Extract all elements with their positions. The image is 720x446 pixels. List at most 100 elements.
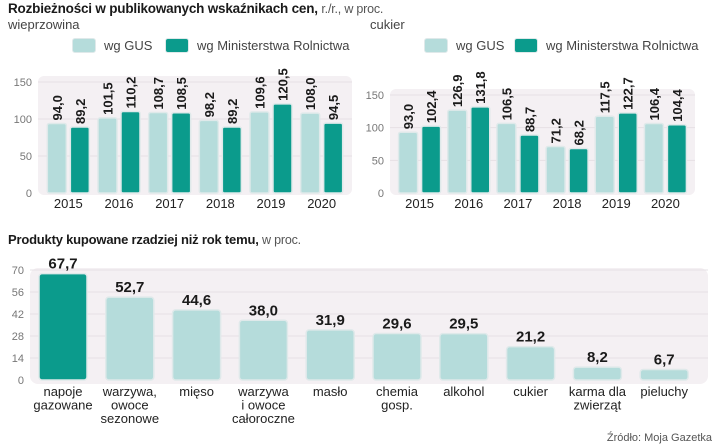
legend-label-gus: wg GUS <box>456 38 505 53</box>
bar-gus <box>496 122 517 194</box>
y-tick-label: 50 <box>20 151 32 163</box>
bar <box>171 309 222 381</box>
x-tick-label: warzywa, <box>102 384 157 399</box>
x-tick-label: 2019 <box>602 196 631 211</box>
data-label: 89,2 <box>73 99 88 124</box>
bar-ministry <box>272 103 293 194</box>
chart-pork: 0 50 100 150 94,0 89,2 2015 101,5 110,2 2016 108,7… <box>14 68 352 211</box>
data-label: 94,5 <box>326 95 341 120</box>
data-label: 102,4 <box>424 90 439 123</box>
y-tick-label: 150 <box>14 77 32 89</box>
x-tick-label: warzywa <box>237 384 289 399</box>
bar <box>38 272 88 381</box>
legend-gus: wg GUS <box>72 38 152 53</box>
x-tick-label: mięso <box>179 384 214 399</box>
data-label: 6,7 <box>654 351 675 368</box>
data-label: 126,9 <box>450 75 465 108</box>
bar <box>238 319 289 381</box>
bar-ministry <box>69 126 91 194</box>
bottom-title-units: w proc. <box>262 233 301 247</box>
legend-ministry-2: wg Ministerstwa Rolnictwa <box>514 38 698 53</box>
data-label: 106,5 <box>499 88 514 121</box>
y-tick-label: 28 <box>12 331 24 343</box>
y-tick-label: 0 <box>18 375 24 387</box>
x-tick-label: cukier <box>513 384 548 399</box>
x-tick-label: 2017 <box>503 196 532 211</box>
y-tick-label: 100 <box>14 114 32 126</box>
x-tick-label: sezonowe <box>101 411 160 426</box>
bar-gus <box>46 122 68 194</box>
page-title: Rozbieżności w publikowanych wskaźnikach… <box>8 1 383 16</box>
bar-ministry <box>519 134 540 194</box>
bar <box>105 296 155 381</box>
data-label: 108,0 <box>303 78 318 111</box>
data-label: 71,2 <box>549 118 564 143</box>
x-tick-label: alkohol <box>443 384 484 399</box>
x-tick-label: 2015 <box>405 196 434 211</box>
data-label: 88,7 <box>522 107 537 132</box>
x-tick-label: owoce <box>111 398 149 413</box>
bar-ministry <box>470 106 491 194</box>
bar-gus <box>299 112 321 194</box>
y-tick-label: 100 <box>366 123 384 135</box>
y-tick-label: 0 <box>26 188 32 200</box>
x-tick-label: gazowane <box>33 398 92 413</box>
bar-gus <box>97 117 118 194</box>
x-tick-label: 2018 <box>206 196 235 211</box>
chart-sugar: 0 50 100 150 93,0 102,4 2015 126,9 131,8 2016 106,… <box>366 71 695 211</box>
legend-label-ministry: wg Ministerstwa Rolnictwa <box>546 38 699 53</box>
legend-ministry: wg Ministerstwa Rolnictwa <box>165 38 349 53</box>
x-tick-label: zwierząt <box>574 398 622 413</box>
x-tick-label: 2018 <box>553 196 582 211</box>
bar-ministry <box>666 124 688 194</box>
x-tick-label: karma dla <box>569 384 627 399</box>
bottom-title-bold: Produkty kupowane rzadziej niż rok temu, <box>8 232 259 247</box>
data-label: 120,5 <box>276 68 291 101</box>
y-tick-label: 0 <box>378 188 384 200</box>
bar <box>505 345 556 381</box>
bar-ministry <box>568 147 589 194</box>
x-tick-label: masło <box>313 384 348 399</box>
legend-label-ministry: wg Ministerstwa Rolnictwa <box>197 38 350 53</box>
legend-swatch-ministry <box>165 38 189 53</box>
data-label: 94,0 <box>50 95 65 120</box>
data-label: 29,6 <box>382 315 411 332</box>
data-label: 131,8 <box>473 71 488 104</box>
bar-gus <box>447 109 468 194</box>
source-note: Źródło: Moja Gazetka <box>606 432 712 444</box>
legend-swatch-gus <box>424 38 448 53</box>
x-tick-label: całoroczne <box>232 411 295 426</box>
x-tick-label: 2015 <box>54 196 83 211</box>
data-label: 68,2 <box>572 120 587 145</box>
data-label: 98,2 <box>202 92 217 117</box>
data-label: 38,0 <box>249 302 278 319</box>
y-tick-label: 150 <box>366 90 384 102</box>
bar-gus <box>545 145 566 194</box>
x-tick-label: 2017 <box>155 196 184 211</box>
bar-gus <box>594 115 615 194</box>
y-tick-label: 50 <box>372 155 384 167</box>
data-label: 8,2 <box>587 349 608 366</box>
x-tick-label: 2019 <box>257 196 286 211</box>
bar-ministry <box>120 110 141 194</box>
bar <box>639 368 689 381</box>
bar-gus <box>249 111 270 194</box>
bar <box>305 329 355 381</box>
bar <box>572 366 623 381</box>
bar-gus <box>198 119 220 194</box>
bar-gus <box>397 131 419 194</box>
data-label: 104,4 <box>670 88 685 121</box>
x-tick-label: 2016 <box>454 196 483 211</box>
x-tick-label: pieluchy <box>640 384 688 399</box>
x-tick-label: gosp. <box>381 398 413 413</box>
data-label: 21,2 <box>516 329 545 346</box>
legend-swatch-gus <box>72 38 96 53</box>
bar-ministry <box>322 122 344 194</box>
data-label: 108,5 <box>174 77 189 110</box>
y-tick-label: 56 <box>12 287 24 299</box>
data-label: 106,4 <box>647 87 662 120</box>
x-tick-label: chemia <box>376 384 419 399</box>
title-bold: Rozbieżności w publikowanych wskaźnikach… <box>8 1 318 16</box>
data-label: 52,7 <box>115 279 144 296</box>
